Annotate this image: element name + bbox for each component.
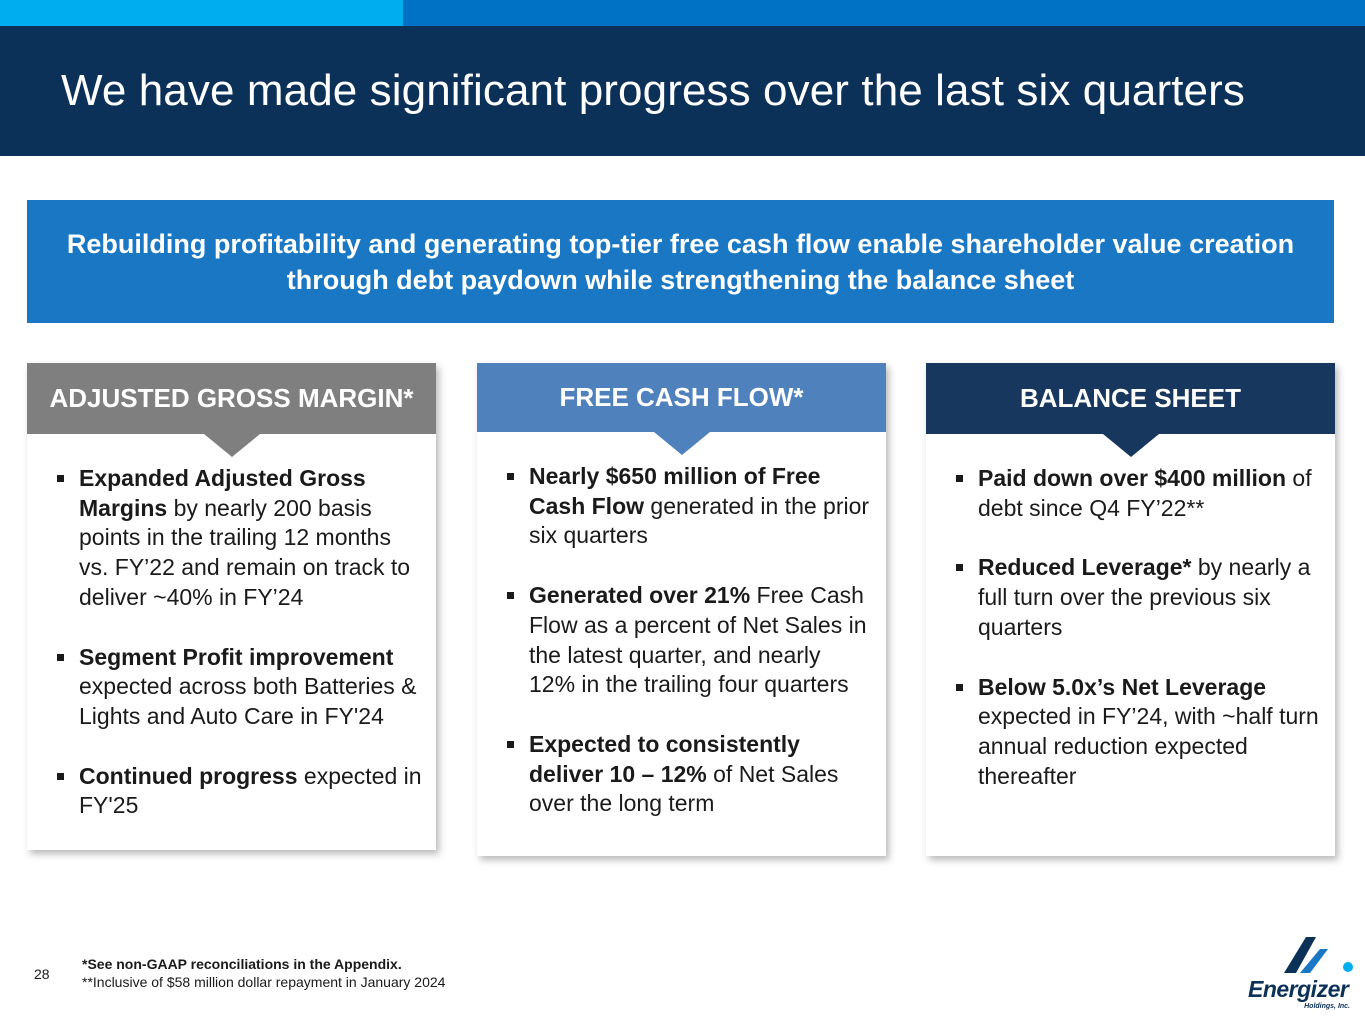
free-cash-flow-title: FREE CASH FLOW* — [559, 382, 804, 412]
bullet-text: by nearly 200 basis points in the traili… — [79, 494, 411, 610]
top-accent-bar-light — [0, 0, 403, 26]
list-item: Paid down over $400 million of debt sinc… — [954, 464, 1321, 523]
bullet-bold-text: Generated over 21% — [529, 582, 751, 609]
bullet-text: expected in FY’24, with ~half turn annua… — [978, 703, 1319, 789]
free-cash-flow-header: FREE CASH FLOW* — [477, 363, 886, 455]
page-number: 28 — [34, 966, 50, 982]
bullet-text: of Net Sales over the long term — [529, 760, 839, 817]
slide-header: We have made significant progress over t… — [0, 26, 1365, 156]
free-cash-flow-list: Nearly $650 million of Free Cash Flow ge… — [505, 462, 872, 819]
adjusted-gross-margin-title: ADJUSTED GROSS MARGIN* — [49, 383, 414, 413]
bullet-text: Free Cash Flow as a percent of Net Sales… — [529, 582, 867, 698]
bullet-text: of debt since Q4 FY’22** — [978, 465, 1312, 521]
adjusted-gross-margin-card: ADJUSTED GROSS MARGIN* Expanded Adjusted… — [27, 363, 436, 850]
bullet-text: generated in the prior six quarters — [529, 492, 870, 549]
summary-banner: Rebuilding profitability and generating … — [27, 200, 1334, 323]
list-item: Below 5.0x’s Net Leverage expected in FY… — [954, 673, 1321, 792]
square-bullet-icon — [956, 475, 963, 482]
square-bullet-icon — [956, 564, 963, 572]
bullet-bold-text: Reduced Leverage* — [978, 554, 1192, 581]
footnote-repayment: **Inclusive of $58 million dollar repaym… — [82, 974, 446, 990]
header-pointer-icon — [653, 432, 710, 455]
list-item: Expanded Adjusted Gross Margins by nearl… — [55, 464, 422, 613]
balance-sheet-card: BALANCE SHEET Paid down over $400 millio… — [926, 363, 1335, 856]
list-item: Reduced Leverage* by nearly a full turn … — [954, 553, 1321, 642]
list-item: Nearly $650 million of Free Cash Flow ge… — [505, 462, 872, 551]
square-bullet-icon — [507, 473, 514, 480]
bullet-text: by nearly a full turn over the previous … — [978, 554, 1311, 640]
bullet-bold-text: Below 5.0x’s Net Leverage — [978, 673, 1267, 700]
summary-banner-text: Rebuilding profitability and generating … — [66, 228, 1295, 295]
square-bullet-icon — [956, 683, 963, 691]
square-bullet-icon — [57, 653, 64, 661]
list-item: Segment Profit improvement expected acro… — [55, 643, 422, 732]
energizer-logo: Energizer Holdings, Inc. — [1244, 933, 1356, 1015]
bullet-text: expected in FY'25 — [79, 762, 422, 819]
bullet-bold-text: Nearly $650 million of Free Cash Flow — [529, 463, 821, 519]
bullet-bold-text: Expected to consistently deliver 10 – 12… — [529, 730, 800, 787]
slide-title: We have made significant progress over t… — [61, 66, 1245, 115]
balance-sheet-title: BALANCE SHEET — [1019, 383, 1241, 413]
footnotes: *See non-GAAP reconciliations in the App… — [82, 955, 445, 991]
top-accent-bar-dark — [403, 0, 1365, 26]
bullet-text: expected across both Batteries & Lights … — [79, 673, 417, 729]
bullet-bold-text: Continued progress — [79, 762, 298, 789]
energizer-logo-wordmark: Energizer — [1248, 976, 1349, 1002]
footnote-non-gaap: *See non-GAAP reconciliations in the App… — [82, 956, 402, 972]
header-pointer-icon — [1102, 434, 1159, 457]
list-item: Continued progress expected in FY'25 — [55, 762, 422, 821]
adjusted-gross-margin-list: Expanded Adjusted Gross Margins by nearl… — [55, 464, 422, 821]
energizer-logo-icon — [1284, 937, 1353, 973]
square-bullet-icon — [507, 740, 514, 748]
balance-sheet-header: BALANCE SHEET — [926, 363, 1335, 457]
balance-sheet-list: Paid down over $400 million of debt sinc… — [954, 464, 1321, 791]
square-bullet-icon — [507, 592, 514, 600]
energizer-logo-subtitle: Holdings, Inc. — [1304, 1003, 1350, 1010]
bullet-bold-text: Segment Profit improvement — [79, 643, 394, 670]
list-item: Generated over 21% Free Cash Flow as a p… — [505, 581, 872, 700]
free-cash-flow-card: FREE CASH FLOW* Nearly $650 million of F… — [477, 363, 886, 856]
list-item: Expected to consistently deliver 10 – 12… — [505, 730, 872, 819]
bullet-bold-text: Expanded Adjusted Gross Margins — [79, 465, 366, 521]
square-bullet-icon — [57, 772, 64, 780]
header-pointer-icon — [203, 434, 260, 457]
bullet-bold-text: Paid down over $400 million — [978, 465, 1287, 491]
square-bullet-icon — [57, 475, 64, 482]
adjusted-gross-margin-header: ADJUSTED GROSS MARGIN* — [27, 363, 436, 457]
